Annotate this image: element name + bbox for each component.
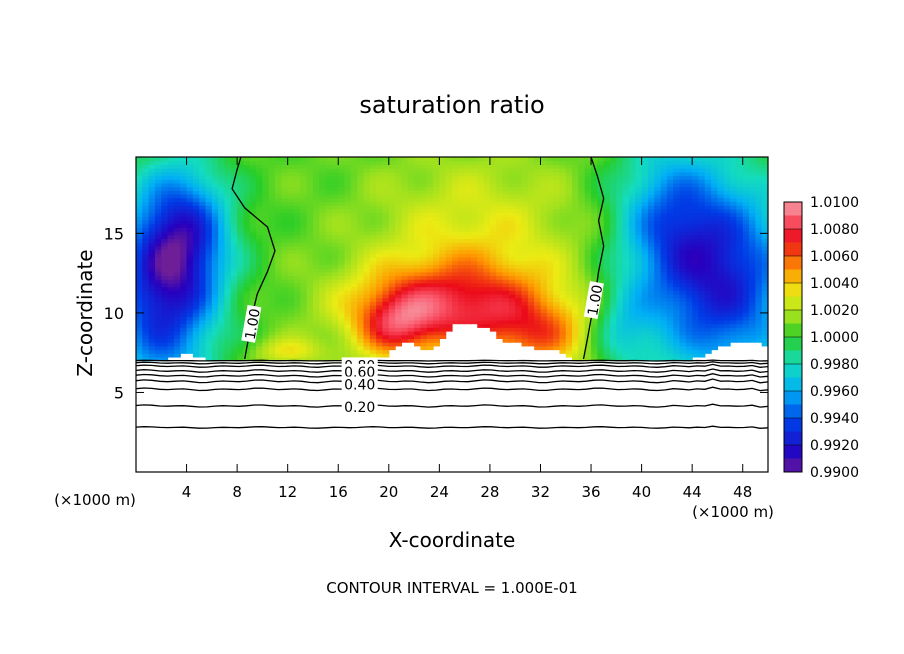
colorbar-swatch-13 [784, 377, 802, 392]
x-unit-left: (×1000 m) [54, 491, 136, 509]
colorbar-label-4: 1.0020 [810, 303, 859, 319]
colorbar-swatch-18 [784, 445, 802, 459]
x-tick-label-28: 28 [480, 483, 499, 501]
x-axis-ticks: 4 8 12 16 20 24 28 32 36 40 44 48 [182, 157, 752, 501]
colorbar-label-5: 1.0000 [810, 330, 859, 346]
contour-line-0-60 [135, 373, 769, 378]
colorbar-swatch-2 [784, 229, 802, 243]
contour-line-0-20 [135, 403, 769, 408]
x-tick-label-36: 36 [581, 483, 600, 501]
colorbar-swatch-3 [784, 242, 802, 257]
colorbar-label-3: 1.0040 [810, 276, 859, 292]
x-tick-label-4: 4 [182, 483, 192, 501]
colorbar-label-7: 0.9960 [810, 384, 859, 400]
x-tick-label-20: 20 [379, 483, 398, 501]
colorbar-swatch-4 [784, 256, 802, 270]
contour-label-backing-1 [583, 281, 604, 319]
x-tick-label-24: 24 [430, 483, 449, 501]
colorbar-label-1: 1.0080 [810, 222, 859, 238]
saturation-field [136, 157, 768, 362]
contour-line-1-00-right [582, 156, 605, 360]
colorbar-swatch-7 [784, 296, 802, 311]
colorbar-swatch-5 [784, 269, 802, 284]
chart-title: saturation ratio [359, 91, 544, 119]
colorbar-swatch-19 [784, 458, 802, 473]
colorbar: 1.0100 1.0080 1.0060 1.0040 1.0020 1.0000 0.99… [783, 195, 859, 481]
x-tick-label-48: 48 [733, 483, 752, 501]
contour-line-0-50 [135, 378, 769, 384]
colorbar-label-8: 0.9940 [810, 411, 859, 427]
x-axis-label: X-coordinate [389, 528, 516, 552]
x-tick-label-8: 8 [232, 483, 242, 501]
contour-label-backing-5 [341, 398, 378, 413]
contour-line-0-90 [135, 361, 769, 365]
colorbar-swatch-8 [784, 310, 802, 324]
y-axis-label: Z-coordinate [73, 249, 97, 376]
colorbar-swatch-11 [784, 350, 802, 365]
contour-labels: 1.001.000.800.600.400.20 [241, 281, 606, 416]
colorbar-label-10: 0.9900 [810, 465, 859, 481]
x-unit-right: (×1000 m) [692, 503, 774, 521]
colorbar-label-9: 0.9920 [810, 438, 859, 454]
contour-line-0-70 [135, 368, 769, 373]
contour-label-0: 1.00 [241, 304, 264, 343]
contour-line-0-10 [135, 425, 769, 429]
contour-lines [135, 156, 769, 429]
contour-label-1: 1.00 [583, 281, 606, 319]
contour-label-text-5: 0.20 [344, 400, 375, 416]
colorbar-swatch-16 [784, 418, 802, 432]
colorbar-swatch-1 [784, 215, 802, 230]
colorbar-swatch-10 [784, 337, 802, 351]
x-tick-label-16: 16 [329, 483, 348, 501]
colorbar-swatch-12 [784, 364, 802, 378]
contour-label-5: 0.20 [341, 398, 378, 416]
colorbar-swatch-14 [784, 391, 802, 405]
contour-line-0-80 [135, 363, 769, 368]
y-tick-label-5: 5 [114, 383, 124, 402]
colorbar-label-0: 1.0100 [810, 195, 859, 211]
y-tick-label-15: 15 [104, 224, 124, 243]
contour-label-text-4: 0.40 [344, 378, 375, 394]
contour-label-text-1: 1.00 [585, 284, 606, 317]
colorbar-swatch-9 [784, 323, 802, 338]
colorbar-swatch-6 [784, 283, 802, 297]
colorbar-swatch-17 [784, 431, 802, 446]
contour-label-backing-0 [241, 304, 262, 343]
colorbar-label-6: 0.9980 [810, 357, 859, 373]
x-tick-label-32: 32 [531, 483, 550, 501]
contour-label-backing-3 [341, 363, 378, 378]
contour-label-4: 0.40 [341, 376, 378, 394]
contour-line-0-40 [135, 386, 769, 392]
colorbar-swatch-0 [784, 202, 802, 216]
colorbar-swatch-15 [784, 404, 802, 419]
contour-line-ground-top [135, 359, 769, 362]
plot-frame [135, 156, 769, 473]
x-tick-label-12: 12 [278, 483, 297, 501]
y-tick-label-10: 10 [104, 304, 124, 323]
colorbar-label-2: 1.0060 [810, 249, 859, 265]
contour-interval-note: CONTOUR INTERVAL = 1.000E-01 [326, 579, 577, 597]
x-tick-label-40: 40 [632, 483, 651, 501]
x-tick-label-44: 44 [683, 483, 702, 501]
contour-label-backing-4 [341, 376, 378, 391]
contour-label-text-0: 1.00 [243, 307, 264, 340]
y-axis-ticks: 5 10 15 [104, 224, 768, 402]
